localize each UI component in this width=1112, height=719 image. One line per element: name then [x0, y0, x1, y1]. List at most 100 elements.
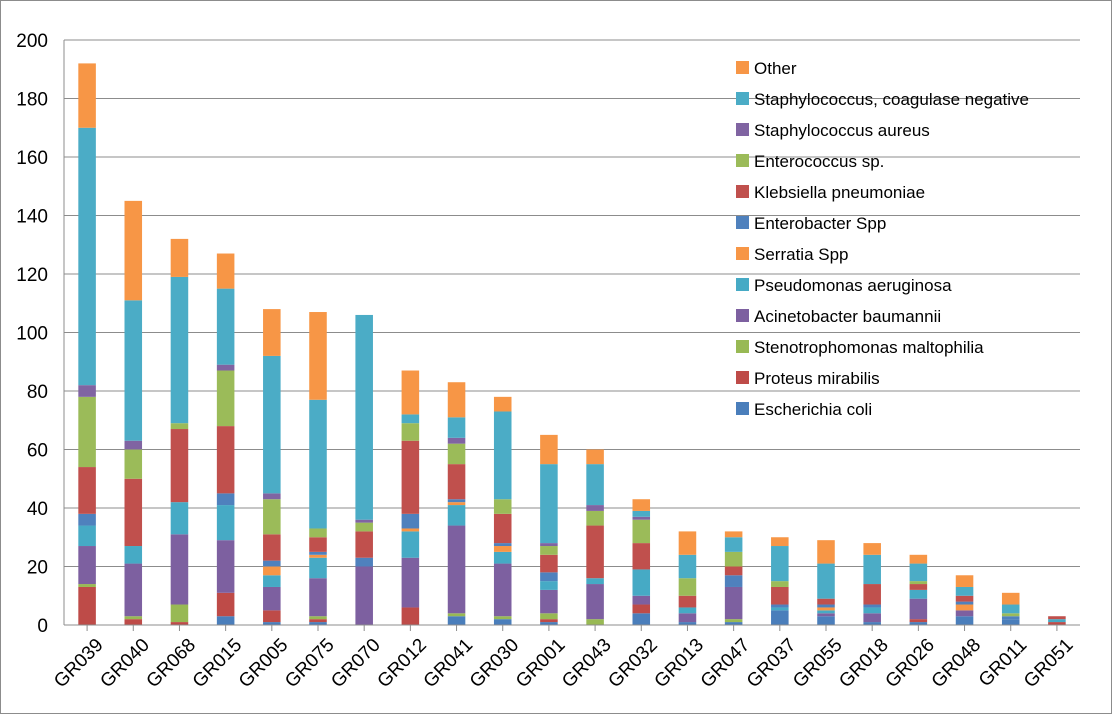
axes: [63, 40, 1080, 626]
bar-segment: [955, 604, 974, 611]
bar-segment: [540, 572, 558, 582]
bar-segment: [586, 578, 604, 585]
bar-segment: [309, 557, 327, 579]
y-tick-label: 40: [27, 499, 48, 520]
bar-segment: [586, 505, 604, 511]
bar-segment: [540, 613, 558, 620]
bar-segment: [493, 513, 512, 544]
bar-stack-gr047: [724, 531, 743, 625]
bar-segment: [78, 546, 96, 585]
bar-segment: [955, 601, 974, 605]
bar-segment: [493, 563, 512, 617]
bar-segment: [817, 604, 835, 608]
bar-segment: [771, 607, 789, 611]
bar-stack-gr032: [632, 499, 651, 625]
bar-segment: [216, 592, 235, 617]
bar-segment: [401, 414, 420, 424]
bar-segment: [909, 554, 928, 564]
legend-swatch: [736, 402, 749, 415]
bar-segment: [493, 616, 512, 620]
bar-segment: [724, 537, 743, 552]
bar-segment: [263, 309, 281, 356]
bar-segment: [1001, 613, 1020, 617]
bar-segment: [170, 238, 189, 277]
bar-segment: [909, 563, 928, 582]
bar-segment: [78, 127, 96, 386]
bar-stack-gr075: [309, 312, 327, 625]
bar-segment: [447, 417, 466, 438]
bar-segment: [632, 613, 651, 625]
bar-segment: [771, 610, 789, 625]
bar-segment: [401, 370, 420, 415]
legend-label: Enterococcus sp.: [754, 152, 884, 171]
bar-segment: [493, 499, 512, 514]
legend: Other Staphylococcus, coagulase negative S…: [736, 59, 1029, 419]
legend-swatch: [736, 154, 749, 167]
bar-segment: [263, 493, 281, 500]
legend-label: Escherichia coli: [754, 400, 872, 419]
bar-segment: [78, 467, 96, 514]
bar-segment: [124, 440, 143, 450]
bar-segment: [817, 598, 835, 605]
bar-stack-gr005: [263, 309, 281, 625]
bar-segment: [909, 584, 928, 590]
legend-swatch: [736, 92, 749, 105]
legend-label: Klebsiella pneumoniae: [754, 183, 925, 202]
bar-segment: [216, 616, 235, 625]
bar-segment: [817, 540, 835, 564]
bar-segment: [678, 613, 697, 623]
bar-segment: [78, 525, 96, 547]
bar-stack-gr043: [586, 449, 604, 625]
bar-segment: [632, 595, 651, 605]
bar-segment: [309, 622, 327, 625]
bar-segment: [724, 586, 743, 620]
bar-segment: [724, 575, 743, 587]
legend-swatch: [736, 61, 749, 74]
bar-segment: [955, 610, 974, 617]
bar-segment: [540, 581, 558, 590]
bar-segment: [263, 586, 281, 611]
bar-segment: [309, 528, 327, 538]
legend-label: Staphylococcus aureus: [754, 121, 930, 140]
bar-stack-gr048: [955, 575, 974, 625]
bar-segment: [78, 586, 96, 625]
y-tick-label: 60: [27, 441, 48, 462]
bar-segment: [355, 531, 373, 558]
bar-segment: [632, 569, 651, 596]
bar-segment: [170, 534, 189, 605]
bar-segment: [355, 557, 373, 567]
bar-segment: [309, 578, 327, 617]
bar-segment: [309, 537, 327, 552]
bar-segment: [263, 560, 281, 567]
bar-segment: [493, 551, 512, 564]
bar-segment: [724, 566, 743, 576]
bar-segment: [586, 449, 604, 465]
bar-stack-gr051: [1048, 616, 1066, 625]
bar-segment: [216, 426, 235, 494]
legend-label: Pseudomonas aeruginosa: [754, 276, 952, 295]
y-tick-label: 200: [16, 31, 48, 52]
bar-segment: [216, 370, 235, 427]
bar-segment: [447, 382, 466, 418]
bar-segment: [1001, 616, 1020, 620]
bar-segment: [1001, 592, 1020, 605]
bar-segment: [863, 543, 881, 555]
legend-swatch: [736, 216, 749, 229]
bar-segment: [216, 505, 235, 541]
bar-segment: [263, 355, 281, 494]
y-tick-label: 140: [16, 207, 48, 228]
bar-segment: [447, 525, 466, 614]
bar-segment: [78, 513, 96, 526]
bar-stack-gr037: [771, 537, 789, 625]
y-tick-label: 100: [16, 324, 48, 345]
bar-segment: [540, 589, 558, 614]
bar-segment: [355, 519, 373, 523]
bar-segment: [216, 540, 235, 593]
bar-segment: [355, 566, 373, 625]
bar-segment: [863, 607, 881, 614]
bar-segment: [771, 586, 789, 605]
bar-segment: [170, 622, 189, 625]
bar-segment: [124, 300, 143, 441]
bar-segment: [447, 464, 466, 500]
bar-segment: [632, 543, 651, 570]
